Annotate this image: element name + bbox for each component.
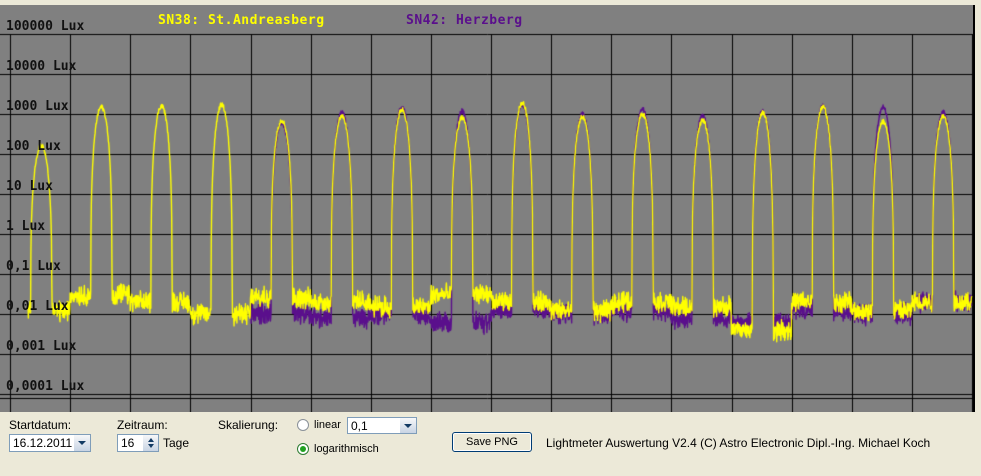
y-axis-label-100000: 100000 Lux bbox=[6, 19, 85, 34]
startdatum-field[interactable]: 16.12.2011 bbox=[9, 434, 91, 452]
y-axis-label-100: 100 Lux bbox=[6, 139, 61, 154]
zeitraum-label: Zeitraum: bbox=[117, 418, 168, 432]
radio-linear[interactable]: linear bbox=[297, 419, 341, 431]
zeitraum-value: 16 bbox=[121, 436, 135, 450]
chart-right-border bbox=[973, 5, 975, 412]
save-png-button[interactable]: Save PNG bbox=[452, 432, 532, 452]
app-credit-text: Lightmeter Auswertung V2.4 (C) Astro Ele… bbox=[546, 436, 931, 450]
y-axis-label-0-1: 0,1 Lux bbox=[6, 259, 61, 274]
y-axis-label-0-01: 0,01 Lux bbox=[6, 299, 69, 314]
window-bottom-strip bbox=[0, 462, 981, 476]
skalierung-label: Skalierung: bbox=[218, 418, 279, 432]
radio-linear-label: linear bbox=[314, 419, 341, 431]
startdatum-value: 16.12.2011 bbox=[13, 436, 73, 450]
spinner-arrows-icon[interactable] bbox=[142, 435, 158, 451]
radio-logarithmisch-label: logarithmisch bbox=[314, 443, 379, 455]
radio-logarithmisch-indicator[interactable] bbox=[297, 443, 309, 455]
y-axis-label-10000: 10000 Lux bbox=[6, 59, 77, 74]
y-axis-label-0-001: 0,001 Lux bbox=[6, 339, 77, 354]
radio-linear-indicator[interactable] bbox=[297, 419, 309, 431]
y-axis-label-1: 1 Lux bbox=[6, 219, 46, 234]
zeitraum-stepper[interactable]: 16 bbox=[117, 434, 159, 452]
chevron-down-icon[interactable] bbox=[399, 418, 416, 433]
chevron-down-icon[interactable] bbox=[73, 435, 90, 451]
lux-chart-canvas bbox=[0, 5, 975, 412]
radio-logarithmisch[interactable]: logarithmisch bbox=[297, 443, 379, 455]
tage-label: Tage bbox=[163, 436, 190, 450]
chart-panel: SN38: St.Andreasberg SN42: Herzberg 1000… bbox=[0, 5, 975, 412]
y-axis-label-1000: 1000 Lux bbox=[6, 99, 69, 114]
control-panel: Startdatum: 16.12.2011 Zeitraum: 16 Tage… bbox=[0, 414, 981, 462]
y-axis-label-0-0001: 0,0001 Lux bbox=[6, 379, 85, 394]
y-axis-label-10: 10 Lux bbox=[6, 179, 53, 194]
legend-series-sn42: SN42: Herzberg bbox=[406, 13, 523, 28]
linear-scale-value: 0,1 bbox=[351, 418, 368, 433]
startdatum-label: Startdatum: bbox=[9, 418, 72, 432]
linear-scale-select[interactable]: 0,1 bbox=[347, 417, 417, 434]
legend-series-sn38: SN38: St.Andreasberg bbox=[158, 13, 325, 28]
